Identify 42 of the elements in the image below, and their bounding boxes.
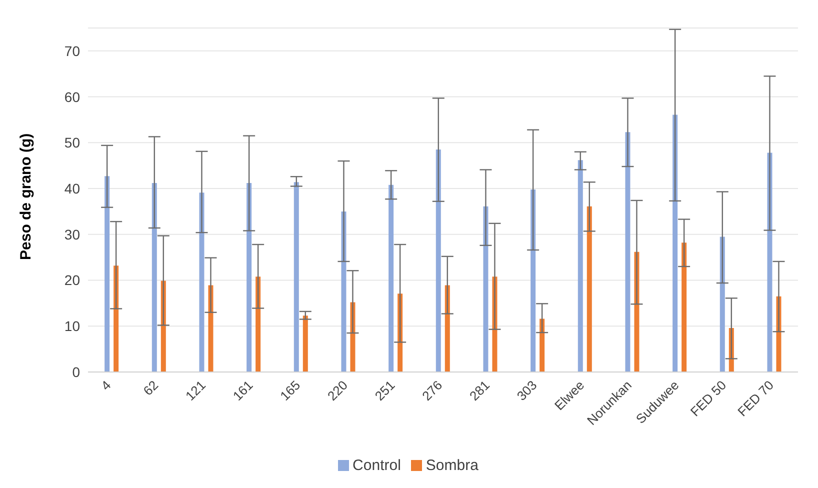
bar — [246, 183, 252, 372]
legend-label: Sombra — [426, 457, 478, 474]
x-tick-label: FED 50 — [687, 378, 730, 420]
bar — [578, 160, 583, 372]
bar — [530, 189, 536, 372]
y-tick-label: 20 — [64, 272, 80, 288]
bar — [388, 184, 394, 372]
legend-label: Control — [352, 457, 401, 474]
bar — [302, 316, 308, 372]
y-tick-label: 40 — [64, 180, 80, 197]
bar — [199, 192, 204, 372]
x-tick-label: 161 — [230, 378, 256, 404]
bar — [720, 236, 725, 372]
y-tick-label: 50 — [64, 134, 80, 151]
y-tick-label: 10 — [64, 318, 80, 334]
y-tick-label: 60 — [64, 88, 80, 105]
bar — [104, 176, 110, 372]
y-axis-title: Peso de grano (g) — [17, 133, 34, 260]
bar — [682, 242, 687, 372]
bar — [625, 132, 630, 372]
x-tick-label: 4 — [98, 378, 114, 394]
bar — [256, 276, 261, 372]
x-tick-label: 165 — [277, 378, 304, 404]
y-tick-label: 70 — [64, 42, 80, 59]
x-tick-label: 251 — [372, 378, 398, 404]
x-tick-label: FED 70 — [734, 378, 776, 420]
x-tick-label: 62 — [140, 378, 162, 398]
x-tick-label: 281 — [466, 378, 492, 404]
bar — [586, 206, 592, 372]
x-tick-label: 303 — [514, 378, 540, 404]
bar — [672, 114, 678, 372]
bar — [483, 206, 488, 372]
bar — [444, 285, 450, 372]
x-tick-label: 121 — [182, 378, 208, 404]
bar — [152, 183, 157, 372]
bar — [436, 150, 441, 372]
y-tick-label: 30 — [64, 226, 80, 242]
bar — [540, 318, 545, 372]
y-tick-label: 0 — [72, 364, 80, 380]
bar — [294, 182, 299, 372]
x-tick-label: 220 — [324, 378, 350, 404]
x-tick-label: 276 — [419, 378, 446, 404]
